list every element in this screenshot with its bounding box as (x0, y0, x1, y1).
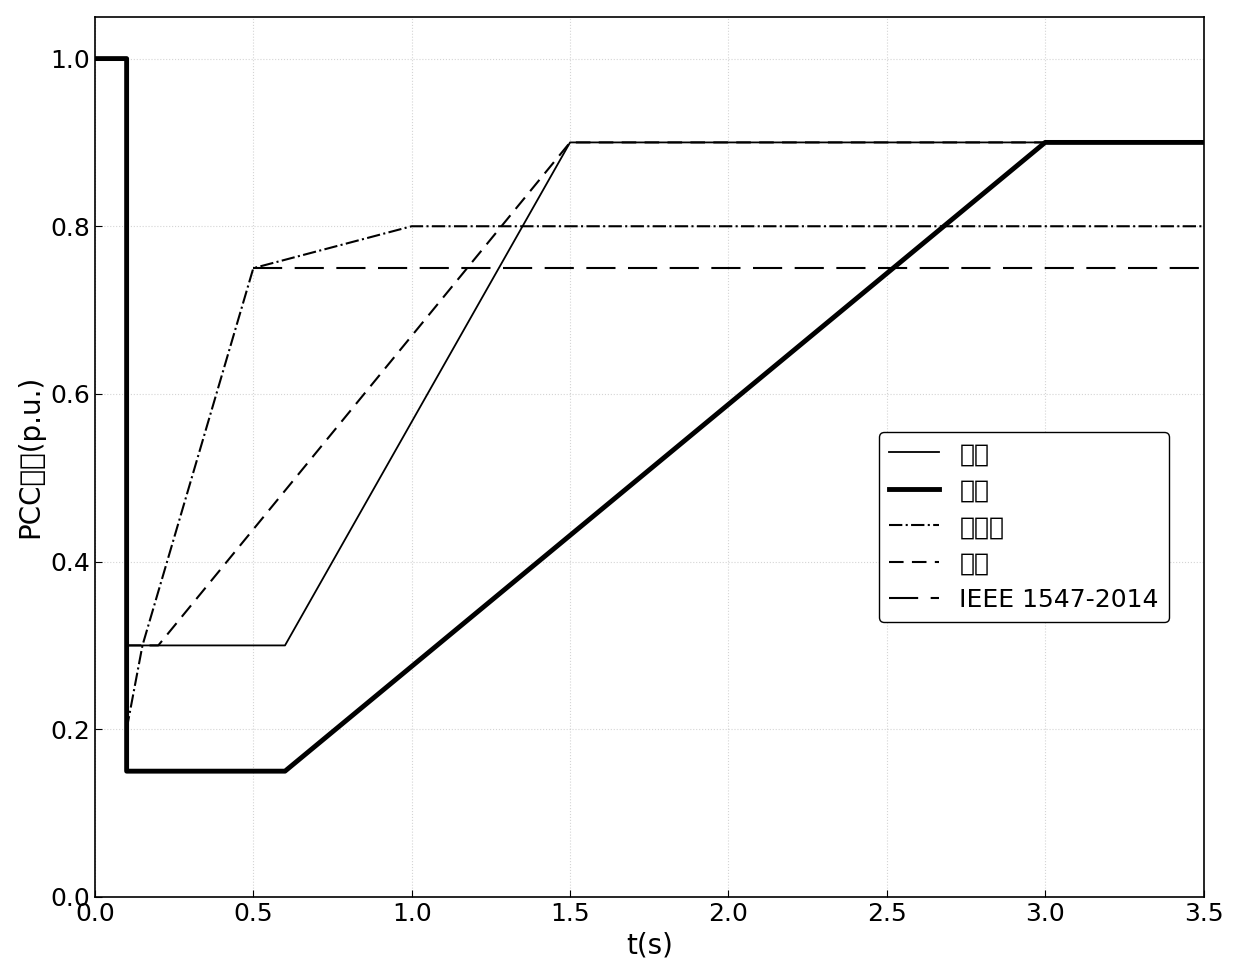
Line: 丹麦: 丹麦 (126, 142, 1204, 645)
德国 (119, 639, 134, 651)
Legend: 德国, 美国, 西班牙, 丹麦, IEEE 1547-2014: 德国, 美国, 西班牙, 丹麦, IEEE 1547-2014 (879, 432, 1169, 623)
德国 (1197, 137, 1211, 148)
西班牙 (246, 263, 260, 274)
德国 (88, 53, 103, 64)
Line: 西班牙: 西班牙 (126, 226, 1204, 729)
丹麦 (151, 639, 166, 651)
美国 (119, 765, 134, 777)
德国 (278, 639, 293, 651)
X-axis label: t(s): t(s) (626, 931, 672, 959)
丹麦 (119, 639, 134, 651)
Y-axis label: PCC电压(p.u.): PCC电压(p.u.) (16, 375, 45, 539)
Line: 德国: 德国 (95, 59, 1204, 645)
丹麦 (1197, 137, 1211, 148)
美国 (1038, 137, 1053, 148)
西班牙 (135, 639, 150, 651)
美国 (88, 53, 103, 64)
西班牙 (246, 263, 260, 274)
西班牙 (1197, 221, 1211, 232)
美国 (119, 53, 134, 64)
美国 (278, 765, 293, 777)
丹麦 (563, 137, 578, 148)
西班牙 (404, 221, 419, 232)
德国 (563, 137, 578, 148)
Line: 美国: 美国 (95, 59, 1204, 771)
德国 (119, 53, 134, 64)
西班牙 (119, 723, 134, 735)
美国 (1197, 137, 1211, 148)
